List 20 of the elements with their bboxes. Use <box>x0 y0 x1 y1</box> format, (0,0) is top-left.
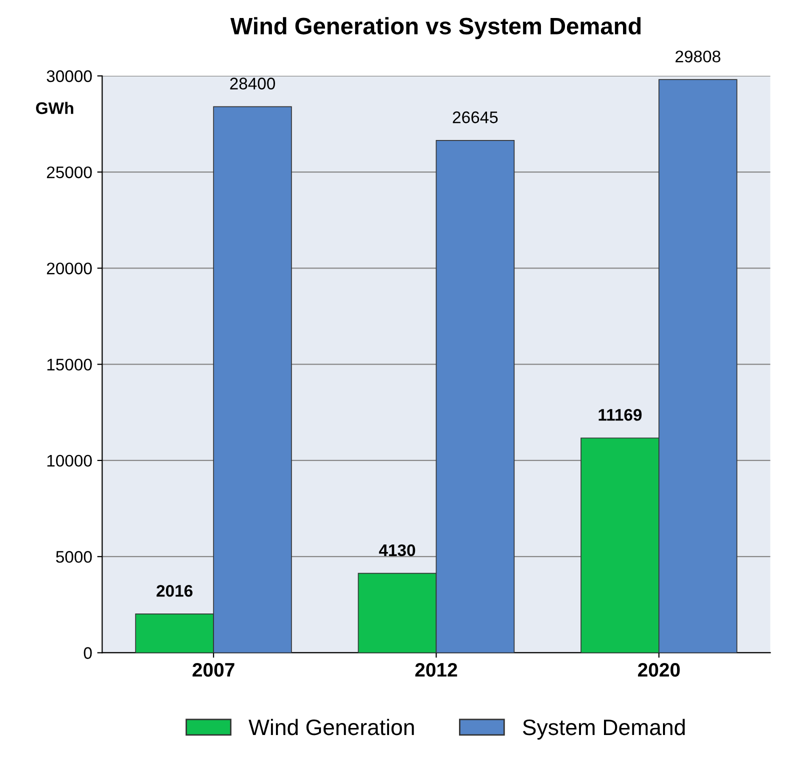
chart-title: Wind Generation vs System Demand <box>230 17 641 40</box>
x-tick-label: 2007 <box>192 662 234 677</box>
data-label: 2016 <box>156 584 192 597</box>
legend-label: System Demand <box>522 718 685 740</box>
y-tick-label: 0 <box>84 647 92 659</box>
y-tick-label: 10000 <box>47 454 92 467</box>
data-label: 26645 <box>452 111 498 124</box>
x-tick-label: 2020 <box>638 662 680 677</box>
y-axis-title: GWh <box>36 102 74 114</box>
data-label: 4130 <box>378 544 416 556</box>
y-tick-label: 15000 <box>47 358 92 371</box>
data-label: 11169 <box>598 408 642 421</box>
y-tick-label: 30000 <box>46 70 92 82</box>
y-tick-label: 20000 <box>46 262 92 274</box>
legend-label: Wind Generation <box>248 718 414 736</box>
data-label: 28400 <box>230 78 276 90</box>
y-tick-label: 5000 <box>56 551 92 563</box>
data-label: 29808 <box>676 50 720 62</box>
x-tick-label: 2012 <box>415 662 458 677</box>
y-tick-label: 25000 <box>46 166 92 178</box>
